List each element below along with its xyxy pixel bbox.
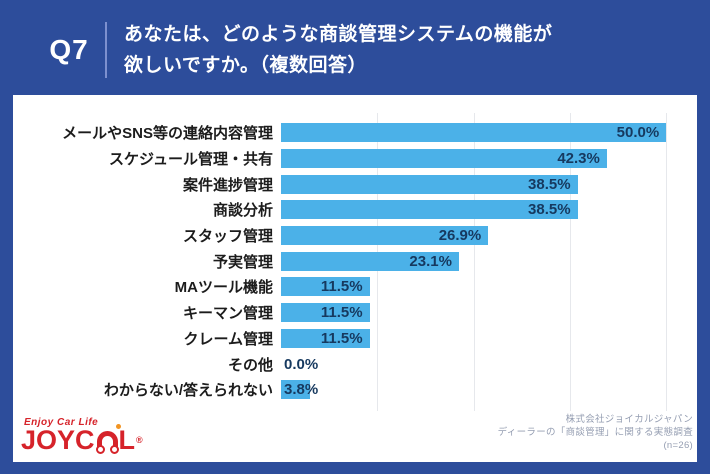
card-footer: Enjoy Car Life JOYC L ® 株式会社ジョイカルジャパン ディ…	[13, 413, 697, 462]
logo-tagline: Enjoy Car Life	[24, 417, 99, 428]
chart-row: その他 0.0%	[13, 351, 697, 377]
chart-row: スタッフ管理 26.9%	[13, 223, 697, 249]
chart-row: 予実管理 23.1%	[13, 248, 697, 274]
chart-row: MAツール機能 11.5%	[13, 274, 697, 300]
source-survey-title: ディーラーの「商談管理」に関する実態調査	[497, 427, 693, 438]
category-label: その他	[227, 356, 273, 374]
category-label: MAツール機能	[174, 279, 273, 297]
category-label: わからない/答えられない	[103, 382, 273, 400]
value-label: 11.5%	[320, 304, 363, 322]
bar-track: 0.0%	[281, 355, 697, 374]
source-note: 株式会社ジョイカルジャパン ディーラーの「商談管理」に関する実態調査 (n=26…	[498, 413, 695, 452]
chart-card: メールやSNS等の連絡内容管理 50.0% スケジュール管理・共有 42.3% 案件進捗…	[13, 103, 697, 462]
category-label: メールやSNS等の連絡内容管理	[62, 125, 273, 143]
value-label: 11.5%	[320, 278, 363, 296]
header-gap	[13, 95, 697, 103]
sample-size: (n=26)	[663, 440, 693, 451]
chart-row: キーマン管理 11.5%	[13, 300, 697, 326]
chart-row: 案件進捗管理 38.5%	[13, 171, 697, 197]
bar	[281, 380, 311, 400]
spark-icon	[115, 424, 121, 429]
car-icon	[95, 424, 121, 454]
value-label: 38.5%	[528, 201, 571, 219]
bar	[281, 174, 578, 194]
category-label: 予実管理	[212, 253, 273, 271]
value-label: 0.0%	[284, 355, 319, 373]
bar-chart: メールやSNS等の連絡内容管理 50.0% スケジュール管理・共有 42.3% 案件進捗…	[13, 103, 697, 411]
chart-row: スケジュール管理・共有 42.3%	[13, 146, 697, 172]
value-label: 26.9%	[438, 227, 482, 245]
category-label: クレーム管理	[183, 330, 273, 348]
bar-track: 50.0%	[281, 123, 697, 143]
bar	[281, 328, 370, 348]
question-line-1: あなたは、どのような商談管理システムの機能が	[124, 24, 553, 45]
bar	[281, 303, 370, 323]
registered-trademark: ®	[136, 435, 143, 445]
bar-track: 26.9%	[281, 226, 697, 246]
category-label: スケジュール管理・共有	[109, 151, 273, 169]
logo-text-right: L	[118, 425, 136, 455]
joycal-logo: Enjoy Car Life JOYC L ®	[21, 417, 143, 455]
chart-row: 商談分析 38.5%	[13, 197, 697, 223]
value-label: 42.3%	[557, 150, 600, 168]
bar-track: 38.5%	[281, 200, 697, 220]
value-label: 11.5%	[320, 329, 363, 347]
bar	[281, 123, 667, 143]
bar-track: 11.5%	[281, 277, 697, 297]
chart-row: わからない/答えられない 3.8%	[13, 377, 697, 403]
value-label: 3.8%	[284, 381, 319, 399]
question-line-2: 欲しいですか。（複数回答）	[124, 55, 368, 76]
chart-row: クレーム管理 11.5%	[13, 326, 697, 352]
bar	[281, 149, 607, 169]
category-label: 商談分析	[212, 202, 273, 220]
bar	[281, 226, 489, 246]
category-label: キーマン管理	[182, 305, 273, 323]
logo-text-left: JOYC	[21, 425, 95, 455]
bar-track: 42.3%	[281, 149, 697, 169]
question-header: Q7 あなたは、どのような商談管理システムの機能が 欲しいですか。（複数回答）	[13, 5, 697, 95]
header-divider	[105, 22, 107, 78]
bar-track: 11.5%	[281, 328, 697, 348]
wheel-icon	[109, 445, 119, 454]
question-text: あなたは、どのような商談管理システムの機能が 欲しいですか。（複数回答）	[124, 19, 552, 81]
bar	[281, 200, 578, 220]
bar	[281, 251, 459, 271]
category-label: 案件進捗管理	[182, 176, 273, 194]
value-label: 50.0%	[616, 124, 660, 142]
bar-track: 23.1%	[281, 251, 697, 271]
logo-wordmark: JOYC L ®	[21, 424, 143, 455]
bar-track: 38.5%	[281, 174, 697, 194]
chart-row: メールやSNS等の連絡内容管理 50.0%	[13, 120, 697, 146]
value-label: 23.1%	[409, 252, 452, 270]
category-label: スタッフ管理	[182, 228, 273, 246]
bar	[281, 277, 370, 297]
source-company: 株式会社ジョイカルジャパン	[565, 414, 693, 425]
wheel-icon	[95, 445, 105, 454]
value-label: 38.5%	[528, 175, 571, 193]
bar-track: 3.8%	[281, 380, 697, 400]
bar-track: 11.5%	[281, 303, 697, 323]
question-number: Q7	[49, 34, 89, 65]
